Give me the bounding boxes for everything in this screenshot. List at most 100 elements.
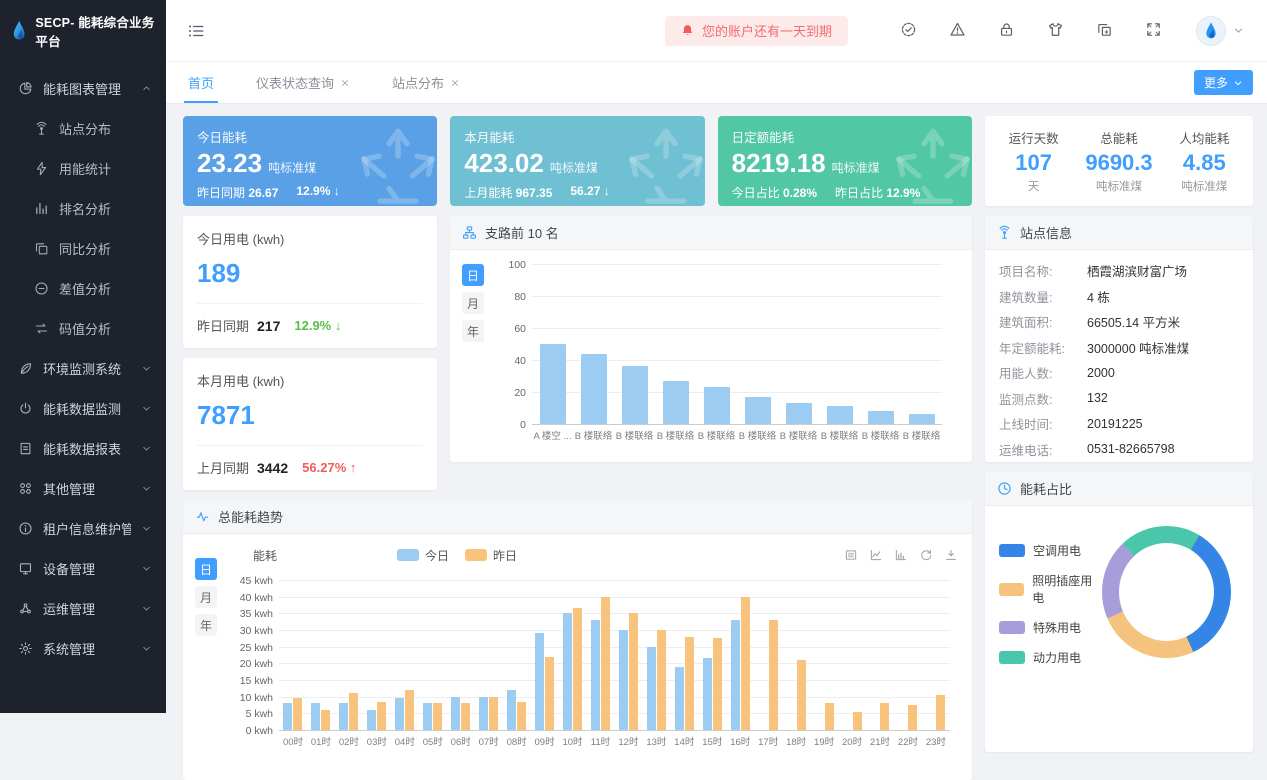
bolt-icon bbox=[34, 161, 49, 176]
user-avatar[interactable] bbox=[1196, 16, 1226, 46]
sidebar-item-label: 站点分布 bbox=[59, 119, 152, 138]
badge-check-icon[interactable] bbox=[900, 21, 917, 38]
pie-legend-swatch bbox=[999, 583, 1024, 596]
site-info-key: 运维电话: bbox=[999, 440, 1087, 459]
sidebar-item-code-analysis[interactable]: 码值分析 bbox=[0, 308, 166, 348]
sidebar-item-system-mgmt[interactable]: 系统管理 bbox=[0, 628, 166, 668]
tab-2[interactable]: 站点分布 bbox=[388, 62, 464, 103]
fullscreen-icon[interactable] bbox=[1145, 21, 1162, 38]
bar bbox=[581, 354, 607, 424]
sidebar-item-ranking-analysis[interactable]: 排名分析 bbox=[0, 188, 166, 228]
range-toggle-年[interactable]: 年 bbox=[195, 614, 217, 636]
shirt-icon[interactable] bbox=[1047, 21, 1064, 38]
pie-legend-item-动力用电[interactable]: 动力用电 bbox=[999, 649, 1102, 666]
stat-unit: 吨标准煤 bbox=[1162, 178, 1247, 194]
pie-legend-item-空调用电[interactable]: 空调用电 bbox=[999, 542, 1102, 559]
tab-close-icon[interactable] bbox=[450, 78, 460, 88]
tab-label: 仪表状态查询 bbox=[256, 73, 334, 92]
bar-昨日 bbox=[293, 698, 302, 730]
legend-item-今日[interactable]: 今日 bbox=[397, 547, 449, 564]
range-toggle-月[interactable]: 月 bbox=[195, 586, 217, 608]
sidebar-item-energy-data-monitor[interactable]: 能耗数据监测 bbox=[0, 388, 166, 428]
bar-昨日 bbox=[461, 703, 470, 730]
sidebar-item-energy-stats[interactable]: 用能统计 bbox=[0, 148, 166, 188]
x-tick-label: B 楼联络 bbox=[696, 428, 737, 442]
pie-legend-label: 照明插座用电 bbox=[1032, 572, 1102, 606]
pie-legend-item-照明插座用电[interactable]: 照明插座用电 bbox=[999, 572, 1102, 606]
toolbox-refresh-icon[interactable] bbox=[919, 548, 933, 562]
card-unit: 吨标准煤 bbox=[268, 161, 316, 175]
range-toggle-年[interactable]: 年 bbox=[462, 320, 484, 342]
sidebar-item-yoy-analysis[interactable]: 同比分析 bbox=[0, 228, 166, 268]
bar-今日 bbox=[395, 698, 404, 730]
range-toggle-月[interactable]: 月 bbox=[462, 292, 484, 314]
site-info-value: 0531-82665798 bbox=[1087, 442, 1175, 456]
sidebar-item-label: 设备管理 bbox=[43, 559, 131, 578]
toolbox-download-icon[interactable] bbox=[944, 548, 958, 562]
toolbox-barchart-icon[interactable] bbox=[894, 548, 908, 562]
sidebar-item-site-distribution[interactable]: 站点分布 bbox=[0, 108, 166, 148]
site-info-value: 66505.14 平方米 bbox=[1087, 312, 1180, 331]
sidebar-item-diff-analysis[interactable]: 差值分析 bbox=[0, 268, 166, 308]
range-toggle-日[interactable]: 日 bbox=[462, 264, 484, 286]
stat-value: 107 bbox=[991, 150, 1076, 176]
sidebar-item-device-mgmt[interactable]: 设备管理 bbox=[0, 548, 166, 588]
sidebar-item-label: 码值分析 bbox=[59, 319, 152, 338]
header-actions: 您的账户还有一天到期 bbox=[665, 16, 1245, 46]
stat-label: 运行天数 bbox=[991, 128, 1076, 147]
sidebar-item-tenant-mgmt[interactable]: 租户信息维护管理 bbox=[0, 508, 166, 548]
branch-range-toggle: 日月年 bbox=[462, 264, 484, 442]
y-tick-label: 25 kwh bbox=[240, 642, 273, 654]
account-expiry-notice[interactable]: 您的账户还有一天到期 bbox=[665, 16, 848, 46]
layers-icon[interactable] bbox=[1096, 21, 1113, 38]
pie-legend-swatch bbox=[999, 544, 1025, 557]
chevron-up-icon bbox=[141, 83, 152, 94]
x-tick-label: 07时 bbox=[475, 734, 503, 748]
stat-value: 9690.3 bbox=[1076, 150, 1161, 176]
y-tick-label: 45 kwh bbox=[240, 575, 273, 587]
sidebar-item-ops-mgmt[interactable]: 运维管理 bbox=[0, 588, 166, 628]
lock-icon[interactable] bbox=[998, 21, 1015, 38]
sidebar-item-other-mgmt[interactable]: 其他管理 bbox=[0, 468, 166, 508]
sidebar-item-env-monitor[interactable]: 环境监测系统 bbox=[0, 348, 166, 388]
x-tick-label: 02时 bbox=[335, 734, 363, 748]
range-toggle-日[interactable]: 日 bbox=[195, 558, 217, 580]
bar-昨日 bbox=[741, 597, 750, 730]
sidebar-item-label: 差值分析 bbox=[59, 279, 152, 298]
sidebar-item-energy-report[interactable]: 能耗数据报表 bbox=[0, 428, 166, 468]
legend-item-昨日[interactable]: 昨日 bbox=[465, 547, 517, 564]
toolbox-linechart-icon[interactable] bbox=[869, 548, 883, 562]
user-menu-chevron-icon[interactable] bbox=[1232, 24, 1245, 37]
warning-icon[interactable] bbox=[949, 21, 966, 38]
y-tick-label: 80 bbox=[514, 291, 526, 303]
bar-今日 bbox=[619, 630, 628, 730]
chevron-down-icon bbox=[141, 443, 152, 454]
swap-icon bbox=[34, 321, 49, 336]
tab-home[interactable]: 首页 bbox=[184, 62, 218, 103]
x-tick-label: B 楼联络 bbox=[614, 428, 655, 442]
antenna-icon bbox=[997, 225, 1012, 240]
site-info-value: 2000 bbox=[1087, 366, 1115, 380]
tab-1[interactable]: 仪表状态查询 bbox=[252, 62, 354, 103]
y-tick-label: 0 bbox=[520, 419, 526, 431]
x-tick-label: 08时 bbox=[503, 734, 531, 748]
collapse-menu-icon[interactable] bbox=[186, 22, 206, 40]
more-button[interactable]: 更多 bbox=[1194, 70, 1253, 95]
bar-今日 bbox=[591, 620, 600, 730]
sidebar-item-energy-chart-mgmt[interactable]: 能耗图表管理 bbox=[0, 68, 166, 108]
logo-drop-icon bbox=[10, 18, 28, 44]
bar-昨日 bbox=[377, 702, 386, 730]
energy-donut-chart[interactable] bbox=[1102, 526, 1231, 658]
pie-legend-item-特殊用电[interactable]: 特殊用电 bbox=[999, 619, 1102, 636]
sidebar-item-label: 能耗数据报表 bbox=[43, 439, 131, 458]
toolbox-dataview-icon[interactable] bbox=[844, 548, 858, 562]
tab-close-icon[interactable] bbox=[340, 78, 350, 88]
branch-panel-header: 支路前 10 名 bbox=[450, 216, 972, 250]
